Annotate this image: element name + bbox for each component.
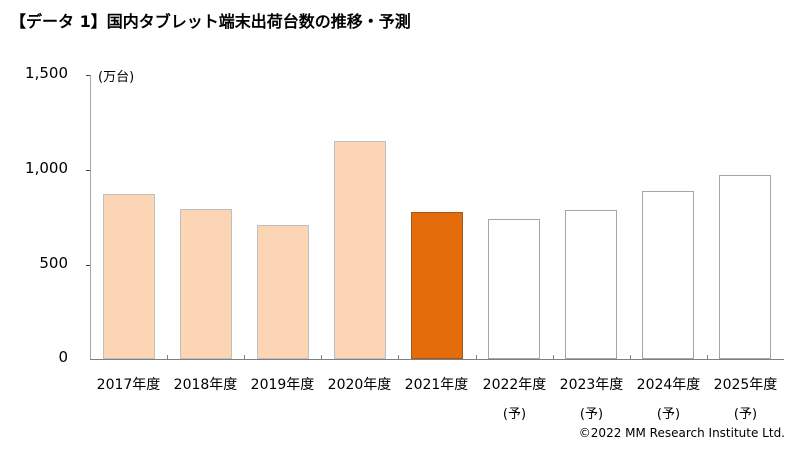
x-label: 2024年度 <box>636 377 701 393</box>
bar-0 <box>103 194 155 359</box>
y-axis <box>90 75 91 360</box>
x-tick <box>707 355 708 359</box>
forecast-marker: (予) <box>579 407 604 422</box>
forecast-marker: (予) <box>502 407 527 422</box>
x-tick <box>321 355 322 359</box>
copyright-note: ©2022 MM Research Institute Ltd. <box>578 426 785 440</box>
forecast-marker: (予) <box>733 407 758 422</box>
bar-6 <box>565 210 617 359</box>
x-label: 2017年度 <box>96 377 161 393</box>
x-tick <box>476 355 477 359</box>
x-tick <box>630 355 631 359</box>
bar-2 <box>257 225 309 359</box>
y-tick-label-0: 0 <box>58 348 68 366</box>
bar-8 <box>719 175 771 359</box>
x-tick <box>398 355 399 359</box>
x-tick <box>553 355 554 359</box>
x-label: 2020年度 <box>327 377 392 393</box>
x-label: 2021年度 <box>404 377 469 393</box>
chart-title: 【データ 1】国内タブレット端末出荷台数の推移・予測 <box>10 12 411 31</box>
x-label: 2025年度 <box>713 377 778 393</box>
bar-4 <box>411 212 463 359</box>
x-label: 2018年度 <box>173 377 238 393</box>
bar-5 <box>488 219 540 359</box>
y-tick <box>86 265 90 266</box>
bar-3 <box>334 141 386 359</box>
x-tick <box>244 355 245 359</box>
forecast-marker: (予) <box>656 407 681 422</box>
y-tick-label-1500: 1,500 <box>25 64 68 82</box>
x-label: 2023年度 <box>559 377 624 393</box>
unit-label: (万台) <box>98 70 135 85</box>
bar-7 <box>642 191 694 359</box>
y-tick <box>86 170 90 171</box>
y-tick <box>86 75 90 76</box>
x-label: 2019年度 <box>250 377 315 393</box>
x-label: 2022年度 <box>482 377 547 393</box>
y-tick-label-1000: 1,000 <box>25 159 68 177</box>
x-axis <box>90 359 784 360</box>
y-tick-label-500: 500 <box>39 254 68 272</box>
x-tick <box>167 355 168 359</box>
bar-1 <box>180 209 232 359</box>
